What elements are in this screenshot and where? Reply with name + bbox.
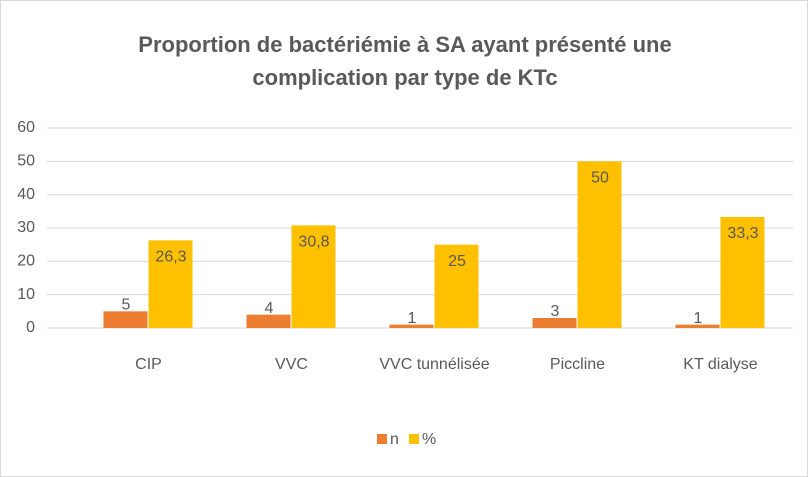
bar [246,314,291,328]
data-label: 3 [551,303,560,320]
bar [577,161,622,328]
bar [720,217,765,328]
data-label: 30,8 [298,234,329,251]
data-label: 33,3 [727,225,758,242]
data-label: 26,3 [155,249,186,266]
bar [389,324,434,328]
data-label: 50 [591,170,609,187]
bar [434,244,479,328]
legend-swatch [377,434,387,444]
x-tick-label: KT dialyse [683,356,758,373]
y-tick-label: 0 [26,319,35,336]
x-tick-label-box: Piccline [549,356,606,373]
data-label: 4 [265,300,274,317]
data-label: 1 [408,310,417,327]
x-tick-label: VVC tunnélisée [379,356,490,373]
y-tick-label: 10 [17,286,35,303]
bar [291,225,336,328]
x-tick-label-box: KT dialyse [683,356,758,373]
bar [103,311,148,328]
x-tick-label-box: VVC [275,356,308,373]
legend-label: % [422,431,436,448]
data-label: 25 [448,253,466,270]
x-tick-label-box: VVC tunnélisée [379,356,490,373]
y-tick-label: 20 [17,253,35,270]
x-tick-label: Piccline [549,356,606,373]
y-tick-label: 50 [17,153,35,170]
x-tick-label: CIP [135,356,162,373]
bar [148,240,193,328]
data-label: 1 [694,310,703,327]
y-tick-label: 60 [17,119,35,136]
chart-title: Proportion de bactériémie à SA ayant pré… [138,32,672,90]
data-label: 5 [122,297,131,314]
bar [675,324,720,328]
y-tick-label: 30 [17,219,35,236]
x-tick-label: VVC [275,356,308,373]
y-tick-label: 40 [17,186,35,203]
legend-swatch [409,434,419,444]
bar [532,318,577,328]
legend-label: n [390,431,399,448]
x-tick-label-box: CIP [135,356,162,373]
